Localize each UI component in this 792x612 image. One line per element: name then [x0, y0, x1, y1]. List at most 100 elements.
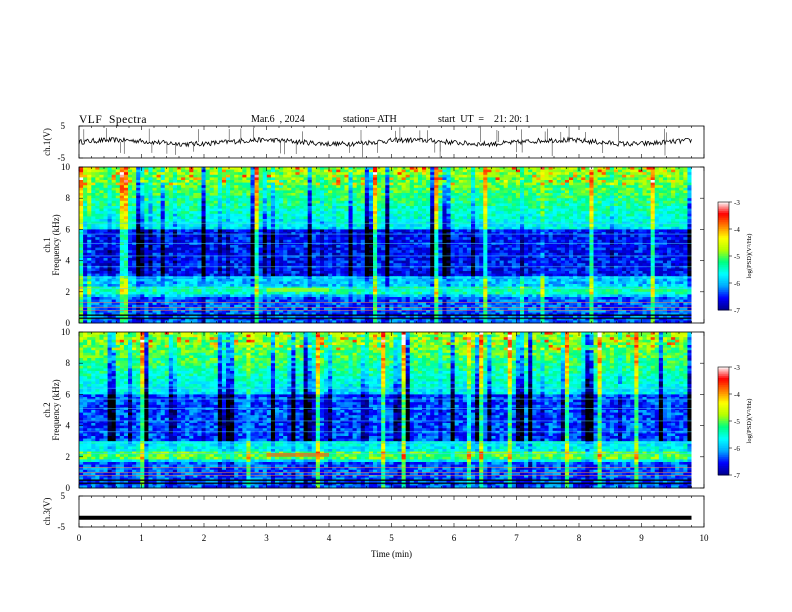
spectrogram-cell: [324, 245, 328, 248]
spectrogram-cell: [683, 183, 687, 186]
spectrogram-cell: [181, 201, 185, 204]
spectrogram-cell: [512, 237, 516, 240]
spectrogram-cell: [569, 172, 573, 175]
spectrogram-cell: [99, 193, 103, 196]
spectrogram-cell: [651, 211, 655, 214]
spectrogram-cell: [251, 240, 255, 243]
spectrogram-cell: [442, 206, 446, 209]
spectrogram-cell: [463, 227, 467, 230]
spectrogram-cell: [87, 214, 91, 217]
spectrogram-cell: [140, 245, 144, 248]
spectrogram-cell: [157, 188, 161, 191]
spectrogram-cell: [373, 170, 377, 173]
spectrogram-cell: [193, 214, 197, 217]
spectrogram-cell: [112, 237, 116, 240]
spectrogram-cell: [161, 219, 165, 222]
spectrogram-cell: [255, 206, 259, 209]
spectrogram-cell: [79, 175, 83, 178]
spectrogram-cell: [483, 196, 487, 199]
spectrogram-cell: [557, 216, 561, 219]
spectrogram-cell: [275, 190, 279, 193]
spectrogram-cell: [185, 235, 189, 238]
spectrogram-cell: [91, 196, 95, 199]
spectrogram-cell: [516, 201, 520, 204]
spectrogram-cell: [324, 235, 328, 238]
spectrogram-cell: [402, 227, 406, 230]
spectrogram-cell: [618, 177, 622, 180]
spectrogram-cell: [606, 177, 610, 180]
spectrogram-cell: [381, 214, 385, 217]
spectrogram-cell: [373, 177, 377, 180]
spectrogram-cell: [430, 175, 434, 178]
spectrogram-cell: [173, 209, 177, 212]
spectrogram-cell: [95, 183, 99, 186]
spectrogram-cell: [120, 224, 124, 227]
spectrogram-cell: [520, 175, 524, 178]
spectrogram-cell: [589, 180, 593, 183]
spectrogram-cell: [581, 183, 585, 186]
spectrogram-cell: [153, 180, 157, 183]
spectrogram-cell: [108, 185, 112, 188]
spectrogram-cell: [365, 206, 369, 209]
spectrogram-cell: [128, 175, 132, 178]
spectrogram-cell: [610, 201, 614, 204]
spectrogram-cell: [606, 235, 610, 238]
spectrogram-cell: [655, 232, 659, 235]
spectrogram-cell: [418, 242, 422, 245]
spectrogram-cell: [344, 229, 348, 232]
spectrogram-cell: [438, 240, 442, 243]
spectrogram-cell: [679, 188, 683, 191]
spectrogram-cell: [553, 209, 557, 212]
spectrogram-cell: [483, 170, 487, 173]
spectrogram-cell: [687, 190, 691, 193]
spectrogram-cell: [91, 224, 95, 227]
spectrogram-cell: [206, 232, 210, 235]
spectrogram-cell: [344, 211, 348, 214]
spectrogram-cell: [312, 248, 316, 251]
spectrogram-cell: [540, 227, 544, 230]
spectrogram-cell: [95, 250, 99, 253]
spectrogram-cell: [328, 172, 332, 175]
spectrogram-cell: [602, 175, 606, 178]
spectrogram-cell: [647, 219, 651, 222]
spectrogram-cell: [344, 209, 348, 212]
spectrogram-cell: [267, 214, 271, 217]
spectrogram-cell: [393, 216, 397, 219]
spectrogram-cell: [136, 190, 140, 193]
spectrogram-cell: [573, 175, 577, 178]
spectrogram-cell: [598, 206, 602, 209]
spectrogram-cell: [177, 172, 181, 175]
spectrogram-cell: [214, 177, 218, 180]
spectrogram-cell: [291, 237, 295, 240]
spectrogram-cell: [193, 211, 197, 214]
spectrogram-cell: [357, 224, 361, 227]
spectrogram-cell: [630, 206, 634, 209]
spectrogram-cell: [528, 175, 532, 178]
spectrogram-cell: [410, 172, 414, 175]
spectrogram-cell: [398, 175, 402, 178]
spectrogram-cell: [181, 216, 185, 219]
spectrogram-cell: [622, 201, 626, 204]
spectrogram-cell: [508, 183, 512, 186]
spectrogram-cell: [524, 206, 528, 209]
spectrogram-cell: [667, 245, 671, 248]
spectrogram-cell: [438, 216, 442, 219]
spectrogram-cell: [202, 242, 206, 245]
spectrogram-cell: [459, 206, 463, 209]
spectrogram-cell: [463, 175, 467, 178]
spectrogram-cell: [259, 216, 263, 219]
spectrogram-cell: [214, 175, 218, 178]
spectrogram-cell: [585, 183, 589, 186]
spectrogram-cell: [144, 214, 148, 217]
spectrogram-cell: [532, 177, 536, 180]
spectrogram-cell: [349, 237, 353, 240]
spectrogram-cell: [83, 229, 87, 232]
spectrogram-cell: [683, 237, 687, 240]
spectrogram-cell: [271, 193, 275, 196]
spectrogram-cell: [610, 209, 614, 212]
spectrogram-cell: [116, 188, 120, 191]
spectrogram-cell: [324, 185, 328, 188]
spectrogram-cell: [565, 206, 569, 209]
spectrogram-cell: [226, 190, 230, 193]
spectrogram-cell: [300, 216, 304, 219]
